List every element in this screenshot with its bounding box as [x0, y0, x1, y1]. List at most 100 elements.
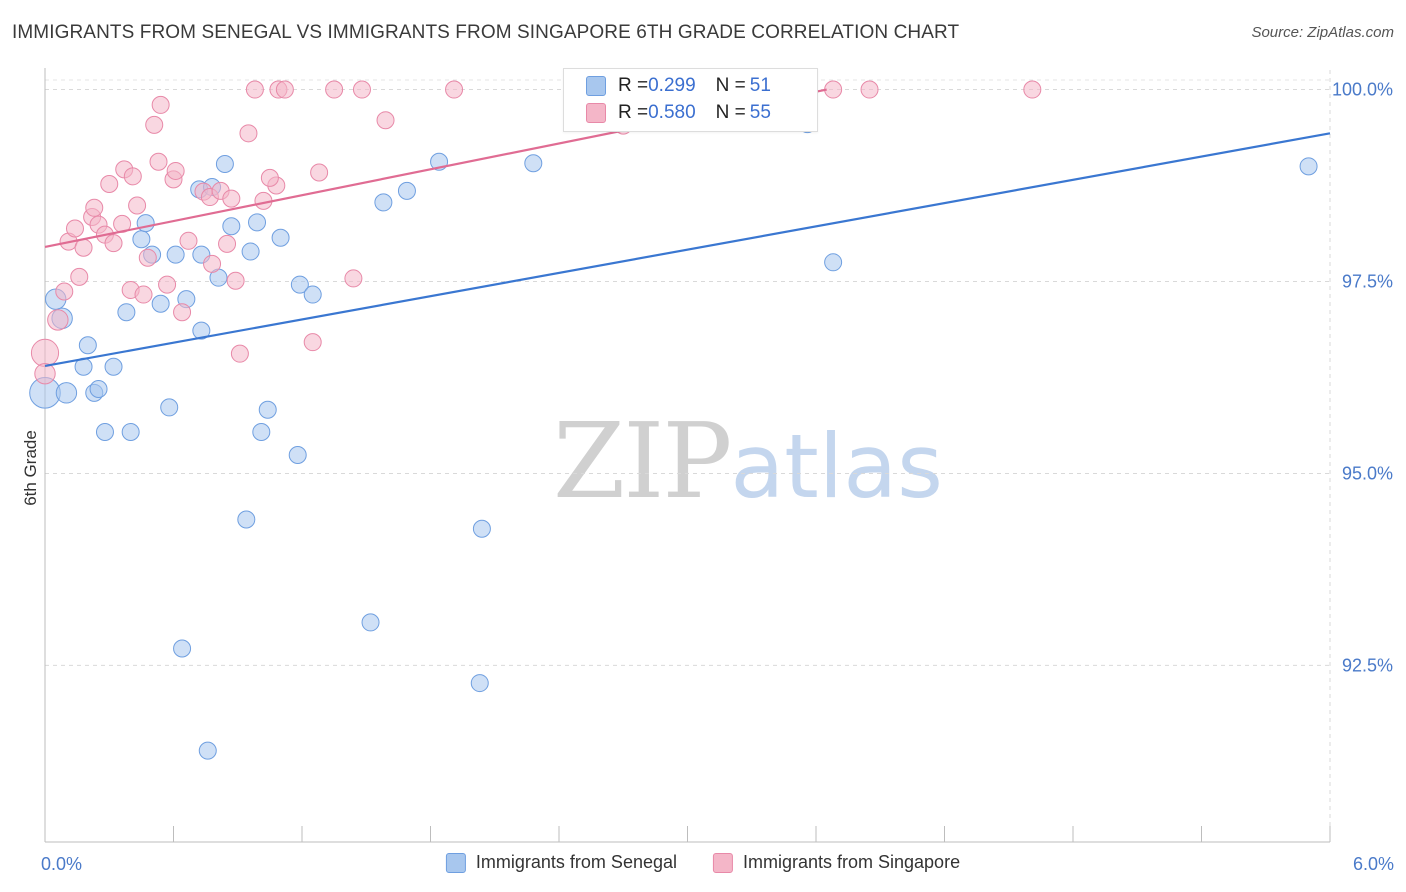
singapore-point	[74, 238, 93, 257]
senegal-point	[258, 400, 277, 419]
singapore-point	[158, 275, 177, 294]
singapore-point	[70, 267, 89, 286]
singapore-point	[824, 80, 843, 99]
grid-lines	[45, 70, 1331, 842]
legend-label-senegal: Immigrants from Senegal	[475, 852, 677, 872]
singapore-point	[151, 95, 170, 114]
senegal-point	[374, 193, 393, 212]
singapore-point	[445, 80, 464, 99]
stats-box: R = 0.299 N = 51 R = 0.580 N = 55	[563, 68, 818, 132]
stats-row-senegal: R = 0.299 N = 51	[586, 75, 771, 97]
stats-swatch-senegal	[586, 76, 606, 96]
legend-item-senegal[interactable]: Immigrants from Senegal	[445, 852, 677, 873]
singapore-point	[34, 362, 56, 385]
y-axis-label: 6th Grade	[21, 430, 40, 506]
senegal-point	[470, 674, 489, 693]
stats-n-label: N =	[715, 102, 746, 123]
y-tick-label: 95.0%	[1342, 463, 1393, 483]
watermark: ZIPatlas	[553, 400, 943, 522]
tick-labels: 100.0% 97.5% 95.0% 92.5% 0.0% 6.0%	[41, 80, 1394, 874]
singapore-point	[245, 80, 264, 99]
stats-r-label: R =	[618, 102, 649, 123]
singapore-point	[860, 80, 879, 99]
singapore-point	[239, 124, 258, 143]
singapore-point	[55, 282, 74, 301]
senegal-point	[132, 230, 151, 249]
singapore-point	[303, 333, 322, 352]
senegal-point	[215, 155, 234, 174]
singapore-point	[260, 168, 279, 187]
senegal-point	[95, 422, 114, 441]
senegal-point	[252, 422, 271, 441]
singapore-point	[138, 248, 157, 267]
singapore-point	[100, 174, 119, 193]
singapore-point	[344, 269, 363, 288]
senegal-point	[160, 398, 179, 417]
senegal-point	[117, 303, 136, 322]
senegal-point	[173, 639, 192, 658]
singapore-point	[325, 80, 344, 99]
singapore-point	[85, 198, 104, 217]
y-tick-label: 100.0%	[1332, 80, 1393, 100]
singapore-point	[134, 285, 153, 304]
singapore-point	[65, 219, 84, 238]
senegal-point	[198, 741, 217, 760]
singapore-point	[203, 254, 222, 273]
watermark-zip: ZIP	[553, 400, 732, 522]
senegal-point	[151, 294, 170, 313]
senegal-point	[361, 613, 380, 632]
senegal-point	[121, 422, 140, 441]
singapore-point	[128, 196, 147, 215]
senegal-point	[271, 228, 290, 247]
singapore-point	[226, 271, 245, 290]
senegal-point	[55, 382, 78, 404]
stats-r-value: 0.580	[648, 102, 696, 123]
singapore-point	[30, 338, 60, 368]
singapore-point	[145, 115, 164, 134]
singapore-point	[166, 161, 185, 180]
source-label: Source: ZipAtlas.com	[1251, 24, 1394, 41]
singapore-point	[1023, 80, 1042, 99]
stats-n-label: N =	[715, 75, 746, 96]
senegal-point	[222, 217, 241, 236]
legend: Immigrants from Senegal Immigrants from …	[445, 852, 961, 873]
singapore-point	[123, 167, 142, 186]
legend-label-singapore: Immigrants from Singapore	[742, 852, 961, 872]
stats-row-singapore: R = 0.580 N = 55	[586, 102, 771, 124]
senegal-point	[136, 214, 155, 233]
singapore-point	[275, 80, 294, 99]
senegal-point	[192, 321, 211, 340]
stats-swatch-singapore	[586, 103, 606, 123]
watermark-atlas: atlas	[730, 415, 943, 518]
singapore-point	[173, 303, 192, 322]
senegal-point	[248, 213, 267, 232]
legend-swatch-singapore	[712, 852, 733, 873]
singapore-point	[218, 234, 237, 253]
y-tick-label: 92.5%	[1342, 655, 1393, 675]
senegal-point	[104, 357, 123, 376]
senegal-point	[241, 242, 260, 261]
senegal-point	[78, 336, 97, 355]
senegal-point	[1299, 157, 1318, 176]
senegal-point	[166, 245, 185, 264]
stats-r-label: R =	[618, 75, 649, 96]
senegal-trend-line	[44, 132, 1331, 368]
senegal-point	[524, 154, 543, 173]
stats-n-value: 55	[749, 102, 771, 123]
singapore-point	[222, 189, 241, 208]
singapore-point	[352, 80, 371, 99]
legend-swatch-senegal	[445, 852, 466, 873]
chart-title: IMMIGRANTS FROM SENEGAL VS IMMIGRANTS FR…	[12, 22, 960, 43]
stats-r-value: 0.299	[648, 75, 696, 96]
stats-n-value: 51	[749, 75, 771, 96]
senegal-point	[237, 510, 256, 529]
senegal-point	[472, 519, 491, 538]
singapore-point	[47, 309, 69, 331]
singapore-point	[149, 152, 168, 171]
legend-item-singapore[interactable]: Immigrants from Singapore	[712, 852, 961, 873]
x-tick-label: 6.0%	[1353, 854, 1394, 874]
y-tick-label: 97.5%	[1342, 272, 1393, 292]
axes	[44, 68, 1331, 843]
singapore-point	[310, 163, 329, 182]
